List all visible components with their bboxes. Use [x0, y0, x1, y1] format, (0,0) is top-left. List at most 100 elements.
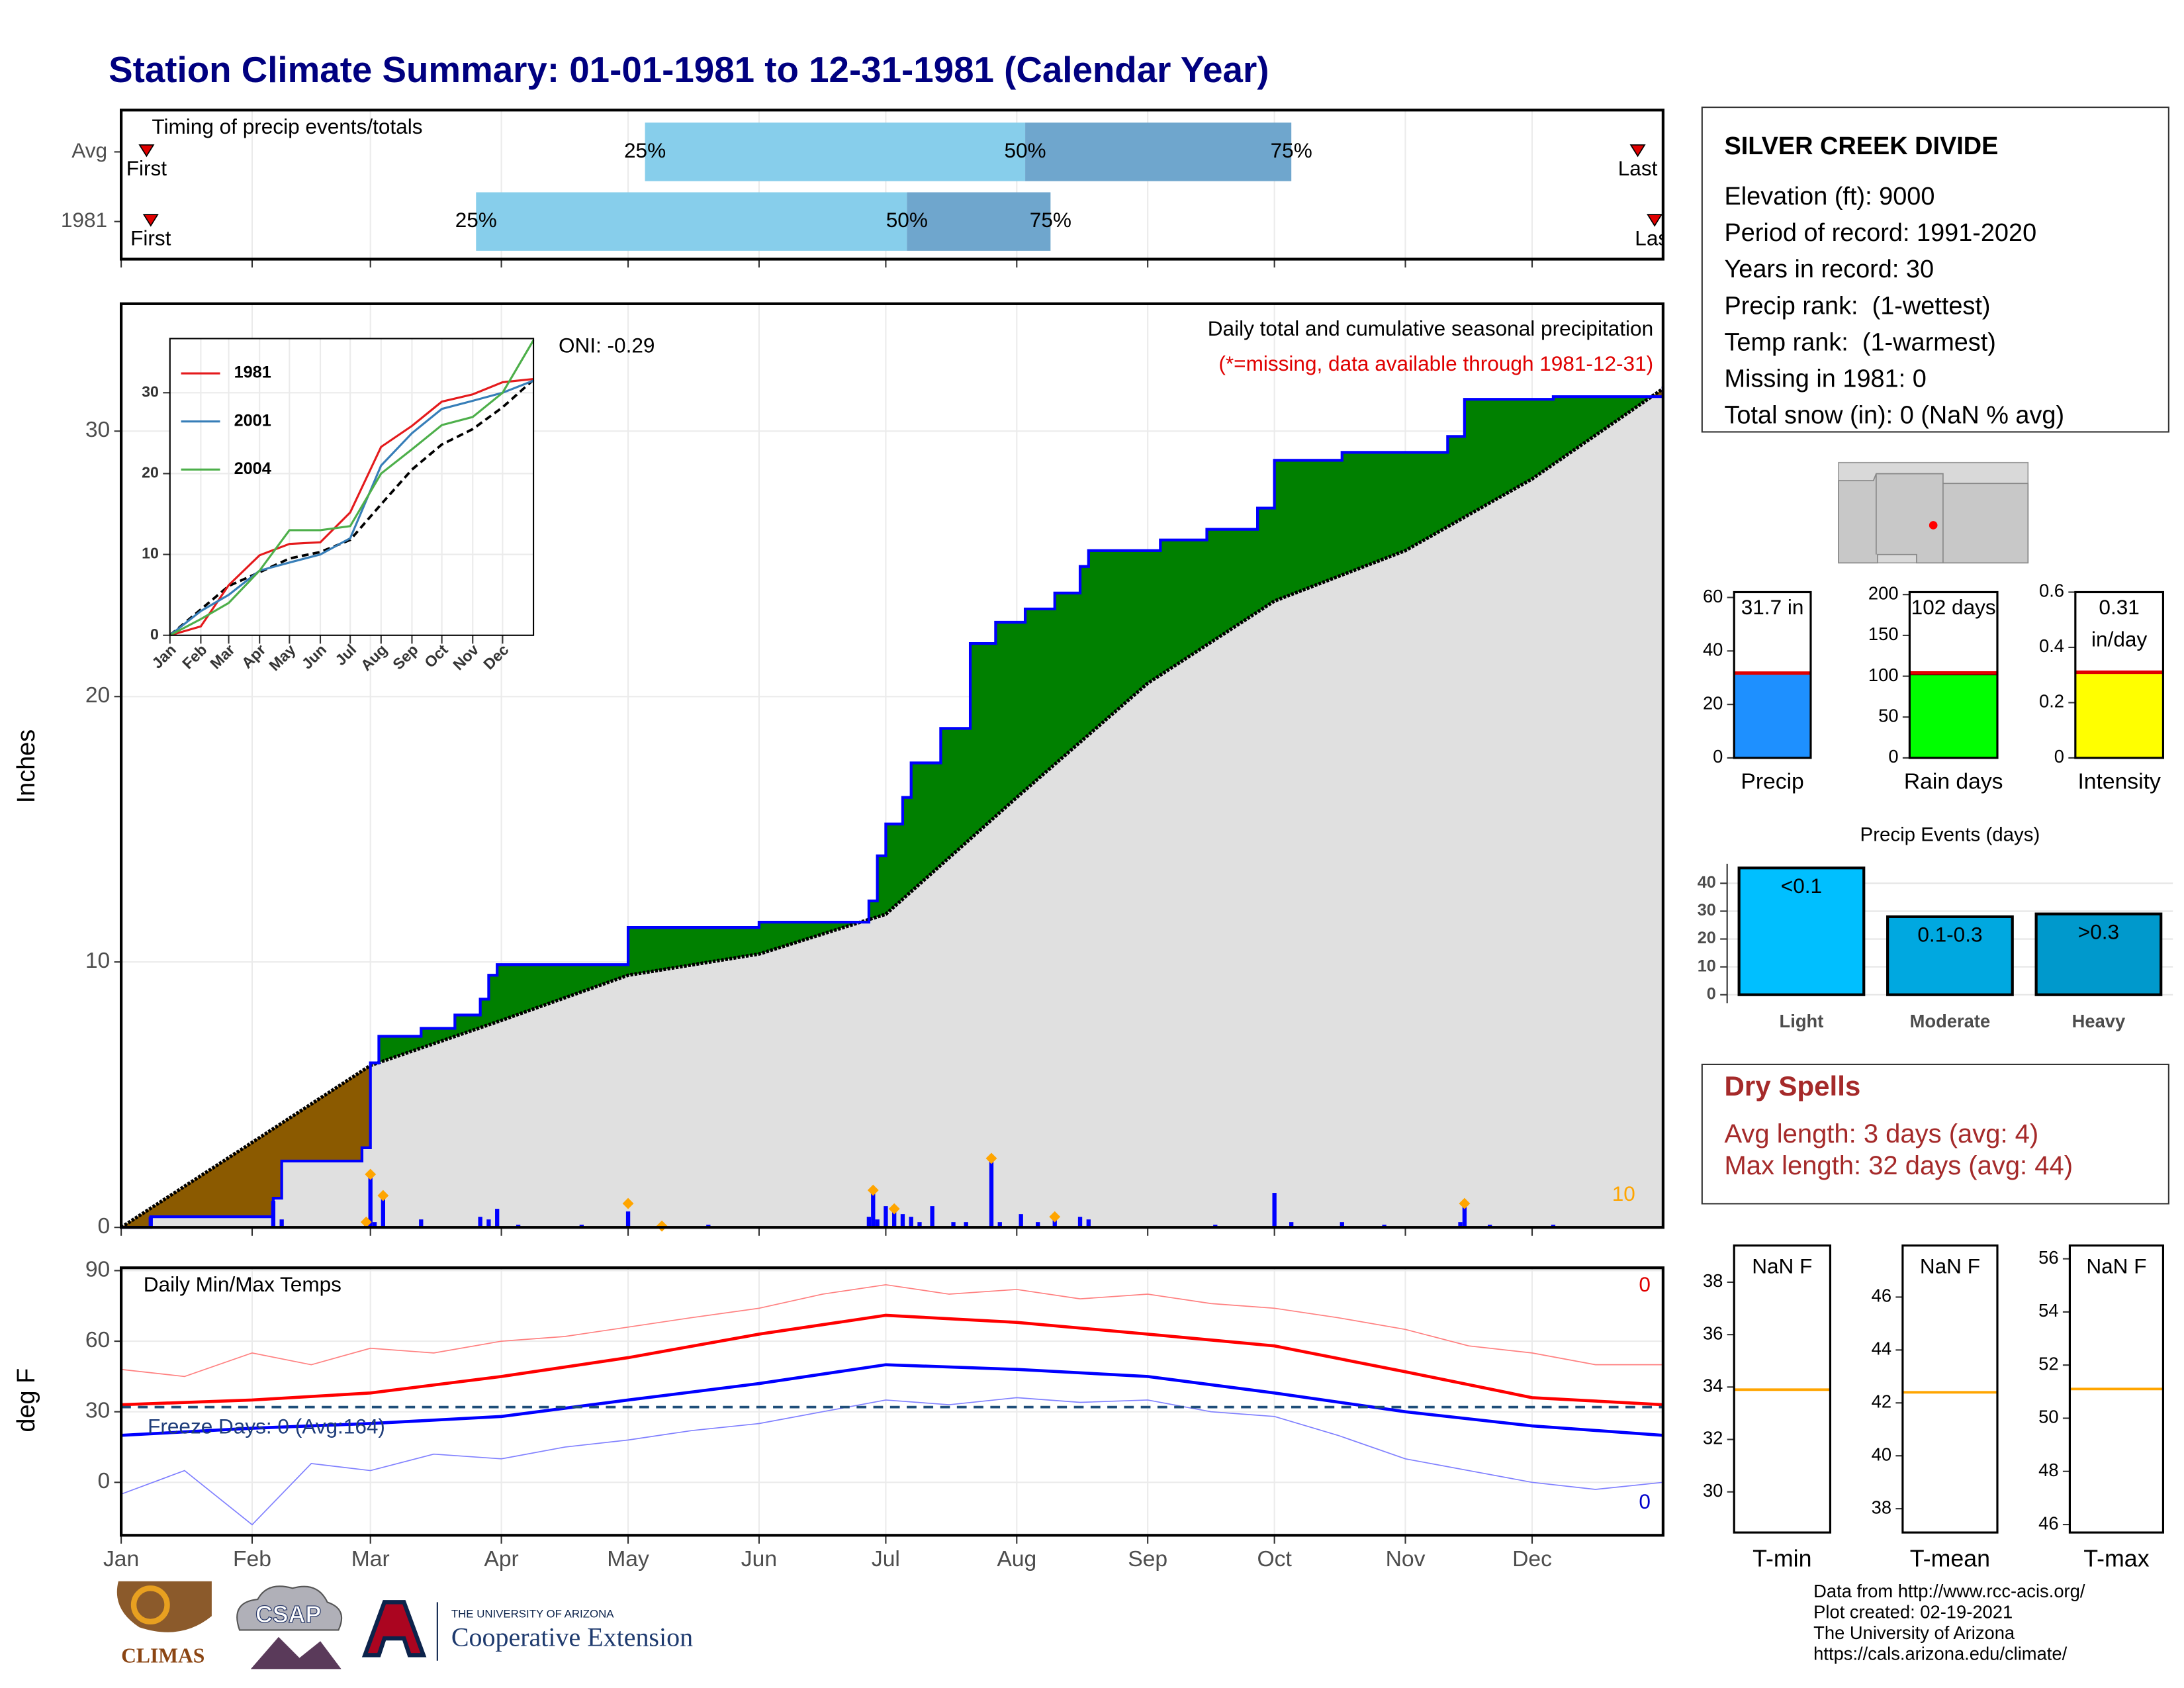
- temp-line: [120, 1363, 1664, 1437]
- daily-bar: [1086, 1219, 1091, 1228]
- logos: CLIMAS CSAP THE UNIVERSITY OF ARIZONA Co…: [116, 1581, 693, 1669]
- gauge-label: Precip: [1741, 770, 1803, 794]
- csap-logo: [250, 1636, 341, 1669]
- climas-logo: [130, 1585, 170, 1624]
- quantile-bar: [476, 192, 907, 251]
- event-marker: [1629, 144, 1646, 158]
- y-tick-label: 10: [85, 949, 110, 973]
- quantile-label: 75%: [1271, 138, 1312, 162]
- daily-bar: [951, 1222, 956, 1228]
- y-tick-label: 0: [1888, 746, 1898, 767]
- legend-label: 2001: [234, 411, 271, 430]
- panel-title: Timing of precip events/totals: [152, 115, 422, 138]
- bar: [2034, 912, 2163, 996]
- event-marker: [138, 144, 155, 158]
- y-tick-label: 30: [1698, 901, 1716, 919]
- station-lines: Elevation (ft): 9000 Period of record: 19…: [1724, 183, 2064, 430]
- station-line: Missing in 1981: 0: [1724, 365, 1926, 393]
- daily-bar: [419, 1219, 424, 1228]
- station-box: [1701, 107, 2169, 433]
- panel-bg: [121, 1268, 1663, 1536]
- y-tick-label: 30: [142, 383, 159, 400]
- gauge-value-label: in/day: [2091, 627, 2147, 651]
- map-states: [1838, 473, 2029, 564]
- panel-title: Daily Min/Max Temps: [144, 1272, 341, 1296]
- x-tick-label: Feb: [233, 1547, 271, 1571]
- station-name: SILVER CREEK DIVIDE: [1724, 132, 1998, 160]
- gauge-label: Rain days: [1904, 770, 2003, 794]
- daily-bar: [1077, 1217, 1083, 1228]
- observed-line: [121, 386, 1664, 1229]
- x-tick-label: Apr: [484, 1547, 518, 1571]
- x-tick-label: Dec: [1512, 1547, 1552, 1571]
- page-title: Station Climate Summary: 01-01-1981 to 1…: [109, 49, 1269, 90]
- dry-spell-lines: Avg length: 3 days (avg: 4)Max length: 3…: [1724, 1119, 2073, 1180]
- quantile-bar: [645, 122, 1026, 181]
- station-line: Period of record: 1991-2020: [1724, 219, 2036, 247]
- daily-bar: [866, 1217, 872, 1228]
- y-tick-label: 0.6: [2039, 581, 2064, 601]
- station-line: Temp rank: (1-warmest): [1724, 328, 1995, 356]
- panel-frame: [119, 109, 1664, 261]
- station-line: Total snow (in): 0 (NaN % avg): [1724, 402, 2064, 430]
- y-tick-label: 0.2: [2039, 691, 2064, 712]
- daily-bar: [1036, 1222, 1040, 1228]
- daily-bar: [900, 1214, 905, 1228]
- daily-bar: [381, 1196, 386, 1228]
- quantile-bar: [1025, 122, 1292, 181]
- legend-label: 1981: [234, 363, 271, 382]
- top-event-marker: [867, 1184, 879, 1196]
- daily-bar: [909, 1217, 913, 1228]
- station-dot: [1929, 521, 1938, 530]
- y-tick-label: 30: [85, 418, 110, 442]
- logo-text: Cooperative Extension: [451, 1622, 693, 1652]
- gauge-value-label: 31.7 in: [1741, 595, 1804, 619]
- locator-map: [1838, 461, 2029, 564]
- daily-bar: [875, 1219, 880, 1228]
- quantile-label: 50%: [1004, 138, 1046, 162]
- daily-bar: [495, 1209, 500, 1228]
- temp-line: [121, 1284, 1663, 1378]
- y-tick-label: 0: [98, 1469, 111, 1493]
- ua-logo: [361, 1600, 427, 1658]
- x-tick-label: Heavy: [2072, 1011, 2126, 1031]
- panel-frame: [119, 1266, 1664, 1537]
- x-tick-label: May: [607, 1547, 649, 1571]
- max-count: 0: [1639, 1272, 1651, 1296]
- x-tick-label: Oct: [1257, 1547, 1292, 1571]
- y-axis-label: deg F: [13, 1368, 40, 1432]
- event-label: Last: [1635, 226, 1674, 250]
- gauge-value-label: 0.31: [2099, 595, 2139, 619]
- y-tick-label: 38: [1872, 1497, 1891, 1517]
- bar: [1737, 867, 1866, 996]
- y-tick-label: 0: [1707, 984, 1716, 1003]
- daily-bar: [892, 1209, 897, 1228]
- y-tick-label: 36: [1703, 1323, 1723, 1343]
- temp-line: [120, 1397, 1663, 1526]
- gauge-label: T-min: [1752, 1546, 1811, 1572]
- top-event-marker: [360, 1216, 372, 1228]
- y-tick-label: 0: [98, 1214, 111, 1239]
- y-tick-label: 60: [1703, 586, 1723, 606]
- credit-line: The University of Arizona: [1813, 1622, 2015, 1643]
- y-tick-label: 56: [2038, 1247, 2058, 1268]
- credit-line: Plot created: 02-19-2021: [1813, 1601, 2013, 1622]
- panel-frame: [1908, 590, 1999, 759]
- bar: [1886, 915, 2014, 996]
- panel-frame: [1733, 590, 1812, 759]
- series-line: [169, 340, 535, 637]
- credits: Data from http://www.rcc-acis.org/Plot c…: [1813, 1581, 2085, 1664]
- daily-bar: [1340, 1222, 1344, 1228]
- y-tick-label: 40: [1698, 873, 1716, 892]
- daily-bar: [871, 1190, 876, 1228]
- daily-bar: [884, 1206, 888, 1228]
- top-event-marker: [1459, 1197, 1471, 1209]
- y-tick-label: 0: [1713, 746, 1723, 767]
- y-tick-label: 40: [1872, 1444, 1891, 1464]
- y-tick-label: 0: [150, 626, 159, 643]
- x-tick-label: Jun: [741, 1547, 777, 1571]
- daily-bar: [1458, 1222, 1463, 1228]
- bar-label: >0.3: [2078, 919, 2119, 943]
- y-tick-label: 60: [85, 1328, 110, 1352]
- daily-bar: [1019, 1214, 1023, 1228]
